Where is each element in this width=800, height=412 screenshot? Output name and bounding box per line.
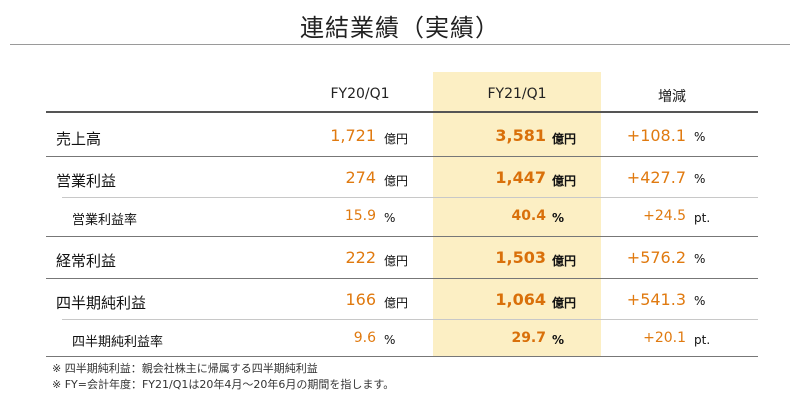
prev-unit: 億円 [384, 174, 409, 188]
change-value: +24.5 [643, 208, 686, 224]
prev-unit: 億円 [384, 132, 409, 146]
row-divider [62, 197, 758, 198]
curr-unit: 億円 [552, 296, 577, 310]
curr-unit: 億円 [552, 174, 577, 188]
curr-unit: 億円 [552, 132, 577, 146]
change-unit: pt. [694, 211, 711, 225]
change-unit: % [694, 294, 706, 308]
change-value: +576.2 [626, 248, 686, 267]
prev-value: 274 [345, 168, 376, 187]
row-divider [46, 156, 758, 157]
prev-unit: 億円 [384, 296, 409, 310]
curr-unit: 億円 [552, 254, 577, 268]
current-period-highlight [433, 72, 601, 356]
row-divider [46, 236, 758, 237]
prev-value: 15.9 [344, 208, 376, 224]
footnote-fiscal-year: ※ FY=会計年度：FY21/Q1は20年4月～20年6月の期間を指します。 [52, 378, 395, 391]
curr-value: 29.7 [511, 330, 546, 346]
change-unit: % [694, 172, 706, 186]
curr-value: 1,447 [495, 168, 546, 187]
change-value: +20.1 [643, 330, 686, 346]
prev-value: 166 [345, 290, 376, 309]
row-label: 経常利益 [56, 252, 117, 270]
footnote-net-income: ※ 四半期純利益：親会社株主に帰属する四半期純利益 [52, 362, 318, 375]
change-value: +427.7 [626, 168, 686, 187]
header-divider [46, 111, 758, 113]
curr-unit: % [552, 333, 565, 347]
row-label: 四半期純利益 [56, 294, 147, 312]
prev-value: 1,721 [330, 126, 376, 145]
row-label: 四半期純利益率 [72, 335, 164, 350]
title-divider [10, 44, 790, 45]
curr-unit: % [552, 211, 565, 225]
row-label: 営業利益 [56, 172, 117, 190]
header-prev-period: FY20/Q1 [330, 86, 390, 102]
curr-value: 3,581 [495, 126, 546, 145]
row-label: 営業利益率 [72, 213, 138, 228]
header-change: 増減 [658, 89, 686, 105]
prev-unit: % [384, 211, 396, 225]
change-value: +108.1 [626, 126, 686, 145]
row-label: 売上高 [56, 130, 102, 148]
curr-value: 1,503 [495, 248, 546, 267]
header-current-period: FY21/Q1 [487, 86, 547, 102]
change-value: +541.3 [626, 290, 686, 309]
prev-unit: 億円 [384, 254, 409, 268]
table-bottom-divider [46, 356, 758, 357]
change-unit: % [694, 252, 706, 266]
prev-value: 222 [345, 248, 376, 267]
curr-value: 1,064 [495, 290, 546, 309]
curr-value: 40.4 [511, 208, 546, 224]
change-unit: pt. [694, 333, 711, 347]
row-divider [46, 278, 758, 279]
prev-value: 9.6 [353, 330, 376, 346]
row-divider [62, 319, 758, 320]
change-unit: % [694, 130, 706, 144]
prev-unit: % [384, 333, 396, 347]
slide-title: 連結業績（実績） [300, 14, 500, 42]
